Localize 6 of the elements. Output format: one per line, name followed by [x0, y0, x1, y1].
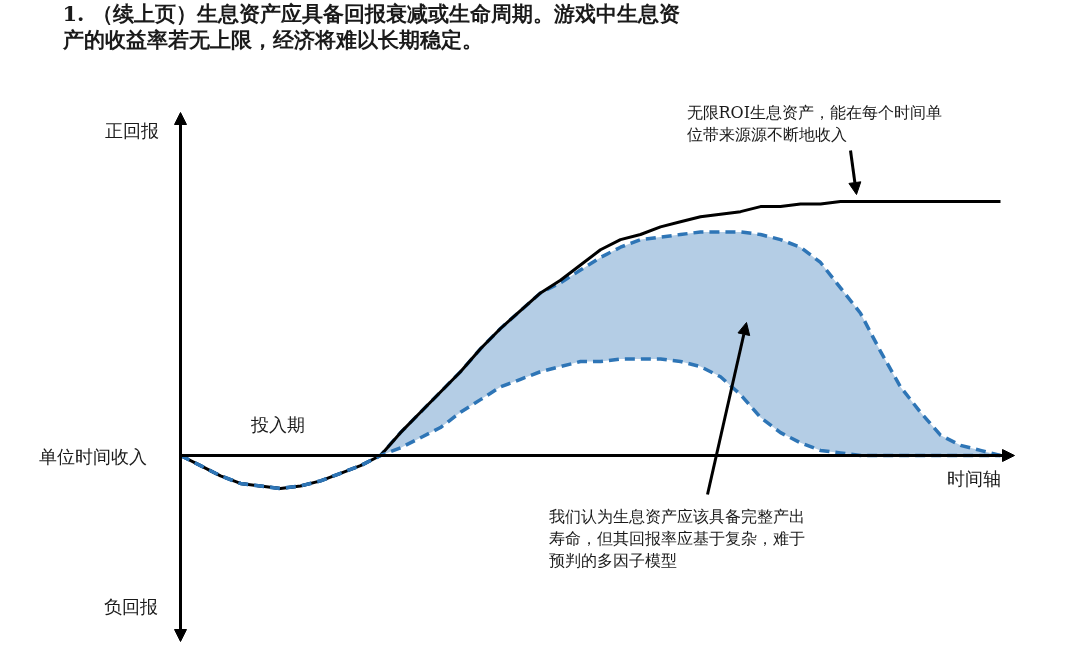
text: 负回报 — [103, 596, 158, 617]
text: 我们认为生息资产应该具备完整产出寿命，但其回报率应基于复杂，难于预判的多因子模型 — [548, 507, 805, 570]
y-axis-title: 单位时间收入 — [38, 446, 147, 467]
text: 正回报 — [104, 120, 159, 141]
chart-title: 1. （续上页）生息资产应具备回报衰减或生命周期。游戏中生息资产的收益率若无上限，经济将难以长期稳定。 — [61, 1, 680, 52]
text: 无限ROI生息资产，能在每个时间单位带来源源不断地收入 — [686, 103, 942, 144]
